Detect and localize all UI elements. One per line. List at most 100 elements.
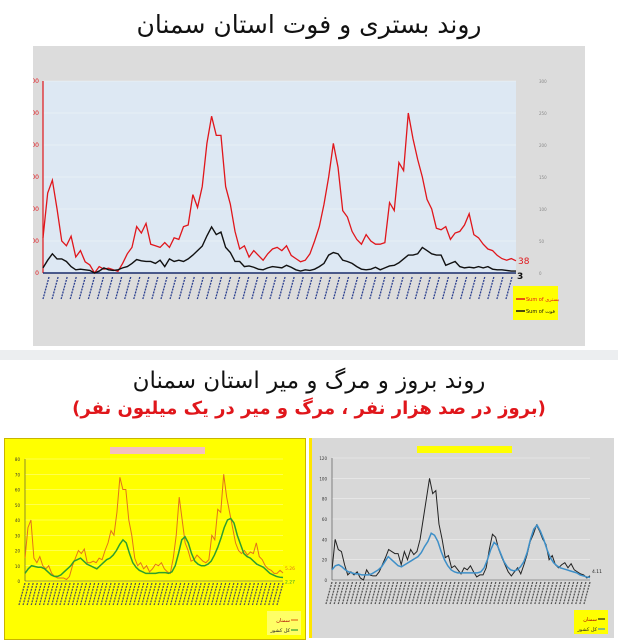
x-tick-mark — [71, 582, 79, 606]
x-tick-mark — [448, 581, 456, 605]
x-tick-mark — [194, 582, 202, 606]
x-tick-mark — [67, 582, 75, 606]
main-title: روند بستری و فوت استان سمنان — [136, 10, 482, 39]
x-tick-mark — [374, 581, 382, 605]
x-tick-mark — [133, 582, 141, 606]
x-tick-mark — [51, 582, 59, 606]
x-tick-mark — [169, 582, 178, 606]
series-province-line — [24, 474, 284, 581]
x-tick-mark — [157, 582, 165, 606]
x-tick-mark — [341, 276, 350, 300]
x-tick-mark — [34, 582, 43, 606]
x-tick-mark — [92, 582, 100, 606]
second-title: روند بروز و مرگ و میر استان سمنان — [132, 368, 486, 394]
x-tick-mark — [575, 581, 583, 605]
x-tick-mark — [423, 581, 431, 605]
x-tick-mark — [149, 582, 157, 606]
legend-label-deaths: Sum of فوت — [526, 309, 556, 315]
x-tick-mark — [187, 276, 195, 300]
x-tick-mark — [558, 581, 567, 605]
x-tick-mark — [405, 276, 413, 300]
x-tick-mark — [104, 582, 112, 606]
x-tick-mark — [223, 582, 231, 606]
x-tick-mark — [432, 276, 440, 300]
x-tick-mark — [173, 582, 182, 606]
x-tick-mark — [513, 581, 522, 605]
x-tick-mark — [571, 581, 579, 605]
x-tick-mark — [396, 276, 404, 300]
x-tick-mark — [251, 276, 259, 300]
x-tick-mark — [112, 582, 120, 606]
x-tick-mark — [243, 582, 251, 606]
x-tick-mark — [386, 581, 395, 605]
x-tick-mark — [566, 581, 575, 605]
y-tick-label: 100 — [33, 238, 39, 245]
x-tick-mark — [456, 581, 464, 605]
x-tick-mark — [305, 276, 313, 300]
x-tick-mark — [42, 276, 50, 300]
x-tick-mark — [202, 582, 210, 606]
x-tick-mark — [96, 276, 105, 300]
right-y-tick-label: 100 — [539, 207, 547, 212]
chart-svg-top: 0 100 200 300 400 500 600 0 50 100 150 200 250 300 38 3… — [33, 78, 559, 320]
y-tick-label: 0 — [35, 270, 39, 277]
legend-label-country: کل کشور — [269, 628, 290, 634]
x-tick-mark — [414, 276, 422, 300]
x-tick-mark — [469, 276, 477, 300]
series-hospitalized-line — [42, 112, 517, 275]
x-tick-mark — [341, 581, 350, 605]
x-tick-mark — [83, 582, 92, 606]
x-tick-mark — [496, 276, 504, 300]
x-tick-mark — [87, 276, 96, 300]
x-tick-mark — [399, 581, 407, 605]
x-tick-mark — [260, 276, 268, 300]
y-tick-label: 20 — [322, 558, 328, 563]
x-tick-mark — [60, 276, 68, 300]
x-tick-mark — [394, 581, 403, 605]
x-tick-mark — [87, 582, 96, 606]
x-tick-mark — [444, 581, 452, 605]
x-tick-mark — [26, 582, 34, 606]
x-tick-mark — [255, 582, 264, 606]
x-tick-mark — [452, 581, 460, 605]
x-tick-mark — [378, 581, 386, 605]
x-tick-mark — [329, 581, 337, 605]
end-label-province: 4.11 — [592, 569, 602, 575]
right-y-tick-label: 200 — [539, 143, 547, 148]
x-tick-mark — [178, 582, 186, 606]
x-tick-mark — [440, 581, 448, 605]
x-tick-mark — [493, 581, 501, 605]
x-tick-mark — [407, 581, 415, 605]
x-tick-mark — [489, 581, 497, 605]
x-tick-mark — [287, 276, 295, 300]
x-tick-mark — [390, 581, 399, 605]
x-tick-mark — [562, 581, 571, 605]
x-tick-mark — [120, 582, 129, 606]
x-tick-mark — [105, 276, 114, 300]
x-tick-mark — [161, 582, 169, 606]
y-tick-label: 60 — [15, 488, 21, 493]
x-tick-mark — [235, 582, 243, 606]
right-y-tick-label: 50 — [539, 239, 545, 244]
x-tick-mark — [247, 582, 255, 606]
x-tick-mark — [251, 582, 260, 606]
y-tick-label: 50 — [15, 503, 21, 508]
x-tick-mark — [435, 581, 444, 605]
x-tick-mark — [387, 276, 395, 300]
x-tick-mark — [487, 276, 495, 300]
y-tick-label: 20 — [15, 549, 21, 554]
x-tick-mark — [509, 581, 517, 605]
x-tick-mark — [78, 276, 86, 300]
x-tick-mark — [337, 581, 345, 605]
x-tick-mark — [460, 581, 468, 605]
x-tick-mark — [75, 582, 83, 606]
x-tick-mark — [151, 276, 159, 300]
end-label-hospitalized: 38 — [518, 257, 530, 267]
x-tick-mark — [369, 276, 377, 300]
x-tick-mark — [178, 276, 186, 300]
x-tick-mark — [546, 581, 554, 605]
x-tick-mark — [464, 581, 472, 605]
x-tick-mark — [485, 581, 493, 605]
x-tick-mark — [210, 582, 219, 606]
chart-svg-incidence: 0 10 20 30 40 50 60 70 80 5.26 2.27 سمنان کل کشور — [15, 447, 301, 635]
